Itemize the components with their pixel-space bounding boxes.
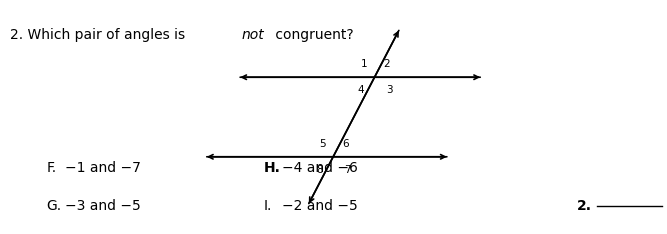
Text: 3: 3: [386, 85, 392, 95]
Text: 2.: 2.: [577, 199, 592, 213]
Text: 7: 7: [345, 165, 351, 175]
Text: 2: 2: [384, 59, 390, 69]
Text: 5: 5: [319, 139, 325, 149]
Text: −2 and −5: −2 and −5: [282, 199, 358, 213]
Text: H.: H.: [263, 161, 280, 176]
Text: −3 and −5: −3 and −5: [65, 199, 141, 213]
Text: 6: 6: [342, 139, 348, 149]
Text: 4: 4: [358, 85, 364, 95]
Text: G.: G.: [47, 199, 62, 213]
Text: −1 and −7: −1 and −7: [65, 161, 141, 176]
Text: I.: I.: [263, 199, 272, 213]
Text: −4 and −6: −4 and −6: [282, 161, 358, 176]
Text: congruent?: congruent?: [271, 28, 354, 42]
Text: 2. Which pair of angles is: 2. Which pair of angles is: [10, 28, 189, 42]
Text: 1: 1: [361, 59, 367, 69]
Text: 8: 8: [317, 165, 323, 175]
Text: F.: F.: [47, 161, 57, 176]
Text: not: not: [241, 28, 264, 42]
